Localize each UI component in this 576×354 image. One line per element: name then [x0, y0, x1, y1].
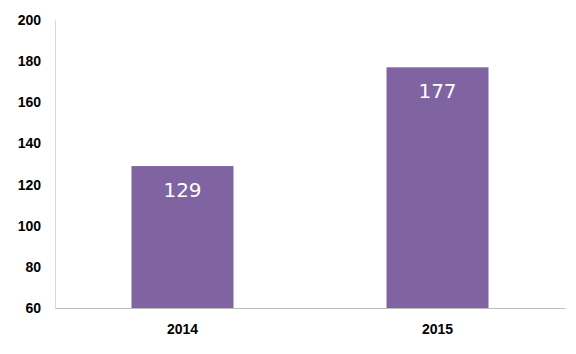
y-tick-label: 80: [25, 259, 41, 275]
bars: [132, 67, 489, 308]
data-labels: 129 177: [163, 79, 456, 202]
y-tick: 80: [25, 259, 55, 275]
y-tick: 140: [18, 135, 55, 151]
chart: 60 80 100 120 140 160 180 200 2014 2015 129 177: [0, 0, 576, 354]
y-axis: 60 80 100 120 140 160 180 200: [18, 12, 56, 316]
x-tick: 2015: [422, 308, 453, 337]
y-axis-line: [55, 21, 56, 309]
y-tick: 60: [25, 300, 55, 316]
y-tick-label: 60: [25, 300, 41, 316]
x-tick-label: 2014: [167, 321, 198, 337]
y-tick-label: 140: [18, 135, 42, 151]
x-axis-line: [56, 308, 566, 309]
bar: [387, 67, 489, 308]
y-tick: 180: [18, 53, 55, 69]
y-tick: 160: [18, 94, 55, 110]
y-tick-label: 180: [18, 53, 42, 69]
data-label: 129: [163, 178, 201, 202]
y-tick-label: 200: [18, 12, 42, 28]
plot: 60 80 100 120 140 160 180 200 2014 2015 129 177: [18, 12, 566, 337]
x-axis: 2014 2015: [56, 308, 566, 337]
x-tick: 2014: [167, 308, 198, 337]
y-tick-label: 100: [18, 218, 42, 234]
y-tick: 200: [18, 12, 55, 28]
y-tick: 100: [18, 218, 55, 234]
y-tick-label: 160: [18, 94, 42, 110]
data-label: 177: [418, 79, 456, 103]
y-tick: 120: [18, 177, 55, 193]
y-tick-label: 120: [18, 177, 42, 193]
bar: [132, 166, 234, 308]
x-tick-label: 2015: [422, 321, 453, 337]
